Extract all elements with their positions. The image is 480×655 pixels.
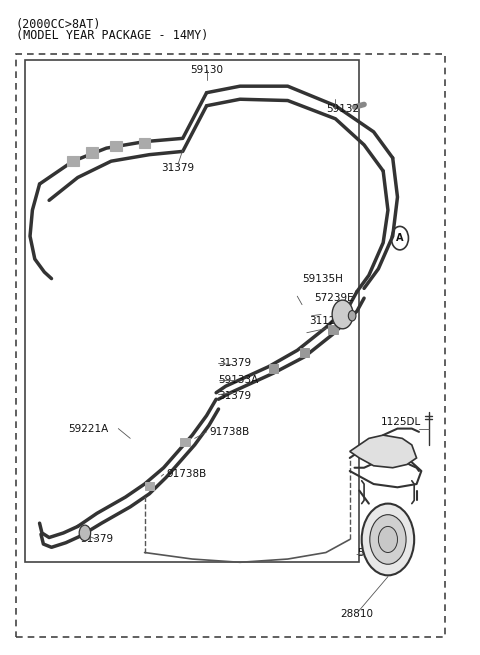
- Text: 57239E: 57239E: [314, 293, 354, 303]
- Text: 31379: 31379: [80, 534, 113, 544]
- Bar: [139, 138, 150, 148]
- Text: A: A: [396, 233, 404, 243]
- Bar: [86, 147, 98, 158]
- Text: 59221A: 59221A: [68, 424, 108, 434]
- Text: 59132: 59132: [326, 104, 359, 114]
- Text: 91738B: 91738B: [166, 469, 206, 479]
- Text: 59130: 59130: [190, 65, 223, 75]
- Circle shape: [332, 300, 353, 329]
- Text: 59135H: 59135H: [302, 274, 343, 284]
- Circle shape: [79, 525, 91, 541]
- Text: 59250A: 59250A: [357, 548, 397, 557]
- Circle shape: [370, 515, 406, 564]
- Text: 31379: 31379: [218, 391, 252, 401]
- Circle shape: [362, 504, 414, 575]
- Text: 31379: 31379: [218, 358, 252, 368]
- Bar: [328, 325, 338, 334]
- Text: 31125M: 31125M: [309, 316, 351, 326]
- Bar: [67, 156, 79, 166]
- Text: (MODEL YEAR PACKAGE - 14MY): (MODEL YEAR PACKAGE - 14MY): [16, 29, 208, 43]
- Bar: [180, 438, 190, 445]
- Text: 28810: 28810: [340, 610, 373, 620]
- Circle shape: [348, 310, 356, 321]
- Bar: [269, 364, 278, 373]
- Bar: [110, 141, 121, 151]
- Text: 91738B: 91738B: [209, 427, 249, 437]
- Text: 59133A: 59133A: [218, 375, 259, 384]
- Polygon shape: [350, 435, 417, 468]
- Text: 31379: 31379: [161, 162, 194, 173]
- Text: 1125DL: 1125DL: [381, 417, 421, 427]
- Text: (2000CC>8AT): (2000CC>8AT): [16, 18, 101, 31]
- Circle shape: [378, 527, 397, 553]
- Bar: [300, 348, 309, 357]
- Bar: [144, 482, 154, 490]
